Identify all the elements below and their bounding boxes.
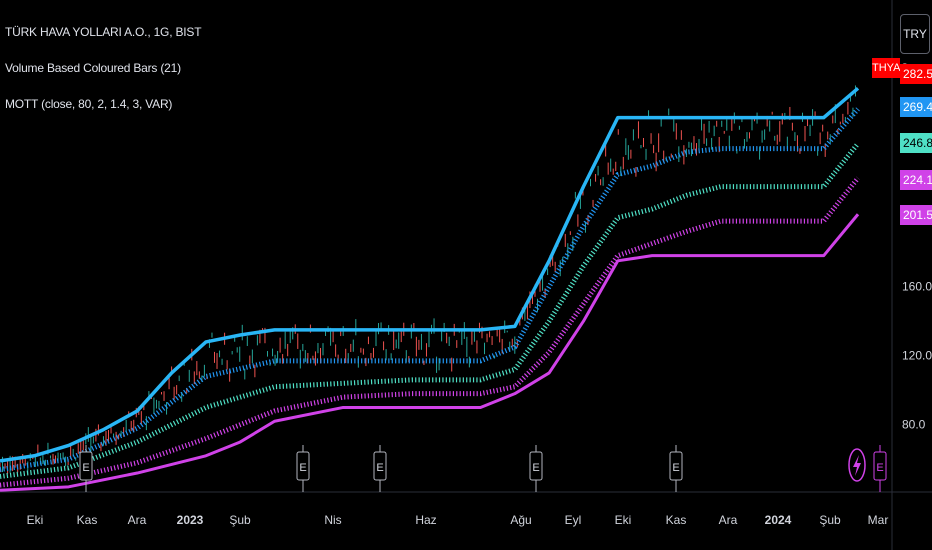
- x-tick-label: Kas: [77, 513, 98, 527]
- x-tick-label: Nis: [324, 513, 341, 527]
- earnings-marker[interactable]: E: [529, 445, 543, 492]
- x-tick-label: Ağu: [510, 513, 531, 527]
- svg-text:E: E: [376, 462, 383, 474]
- symbol-title: TÜRK HAVA YOLLARI A.O., 1G, BIST: [5, 25, 202, 39]
- x-tick-label: 2024: [765, 513, 792, 527]
- y-tick-label: 80.0: [902, 418, 926, 432]
- svg-text:E: E: [672, 462, 679, 474]
- earnings-marker[interactable]: E: [79, 445, 93, 492]
- x-tick-label: 2023: [177, 513, 204, 527]
- x-tick-label: Şub: [229, 513, 251, 527]
- indicator-volume-bars[interactable]: Volume Based Coloured Bars (21): [5, 61, 181, 75]
- svg-text:E: E: [532, 462, 539, 474]
- svg-text:E: E: [876, 462, 883, 474]
- y-tick-label: 120.0: [902, 349, 932, 363]
- mott-price-tag: 201.56: [900, 205, 932, 225]
- x-tick-label: Haz: [415, 513, 436, 527]
- x-tick-label: Mar: [868, 513, 889, 527]
- mott-upper-band: [0, 107, 860, 473]
- x-tick-label: Eki: [27, 513, 44, 527]
- dividend-icon[interactable]: [848, 448, 866, 482]
- earnings-marker[interactable]: E: [296, 445, 310, 492]
- x-tick-label: Kas: [666, 513, 687, 527]
- x-tick-label: Şub: [819, 513, 841, 527]
- x-tick-label: Eki: [615, 513, 632, 527]
- svg-text:E: E: [82, 462, 89, 474]
- mott-main-line: [0, 86, 860, 463]
- mott-lower-band: [0, 176, 860, 488]
- ticker-badge: THYAO: [872, 58, 909, 78]
- indicator-mott[interactable]: MOTT (close, 80, 2, 1.4, 3, VAR): [5, 97, 173, 111]
- x-tick-label: Ara: [128, 513, 147, 527]
- x-tick-label: Ara: [719, 513, 738, 527]
- mott-mid-band: [0, 141, 860, 479]
- svg-text:E: E: [299, 462, 306, 474]
- y-tick-label: 160.0: [902, 280, 932, 294]
- mott-price-tag: 246.83: [900, 133, 932, 153]
- mott-price-tag: 269.46: [900, 97, 932, 117]
- mott-base-line: [0, 213, 860, 492]
- x-tick-label: Eyl: [565, 513, 582, 527]
- currency-button[interactable]: TRY: [900, 14, 930, 54]
- earnings-marker[interactable]: E: [873, 445, 887, 492]
- last-price-tag: 282.50: [900, 64, 932, 84]
- earnings-marker[interactable]: E: [373, 445, 387, 492]
- mott-price-tag: 224.19: [900, 170, 932, 190]
- earnings-marker[interactable]: E: [669, 445, 683, 492]
